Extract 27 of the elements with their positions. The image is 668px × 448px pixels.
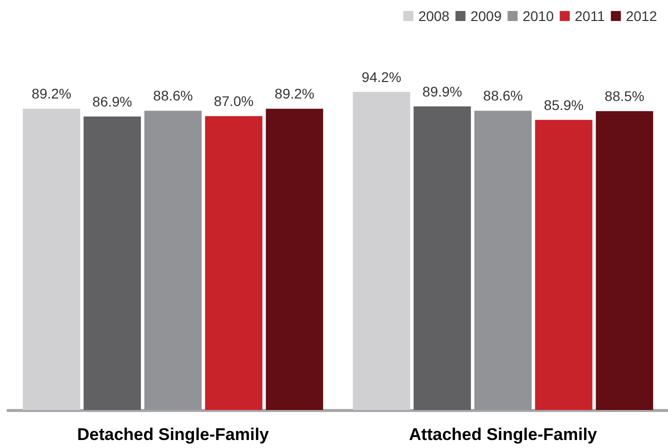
data-label: 94.2%	[362, 68, 402, 85]
bar	[352, 92, 410, 410]
bar	[474, 110, 532, 410]
legend-label: 2012	[626, 8, 658, 24]
bar	[84, 116, 141, 410]
legend-label: 2008	[418, 8, 450, 24]
legend-label: 2010	[522, 8, 554, 24]
legend-label: 2009	[470, 8, 502, 24]
data-label: 89.2%	[32, 86, 72, 102]
bar	[535, 120, 592, 410]
data-label: 87.0%	[214, 93, 254, 110]
data-label: 88.6%	[153, 88, 193, 104]
bar	[414, 106, 471, 410]
bar	[144, 110, 202, 410]
bar	[596, 111, 654, 410]
x-tick-label: Detached Single-Family	[77, 425, 270, 444]
bar	[205, 116, 262, 410]
data-label: 85.9%	[544, 96, 584, 113]
data-label: 88.6%	[483, 88, 523, 104]
legend-label: 2011	[574, 8, 606, 24]
data-label: 88.5%	[604, 88, 644, 104]
bar	[22, 108, 80, 410]
x-tick-label: Attached Single-Family	[409, 425, 598, 444]
data-label: 89.2%	[274, 86, 314, 102]
data-label: 89.9%	[422, 83, 462, 100]
bar	[266, 108, 324, 410]
data-label: 86.9%	[92, 93, 132, 110]
